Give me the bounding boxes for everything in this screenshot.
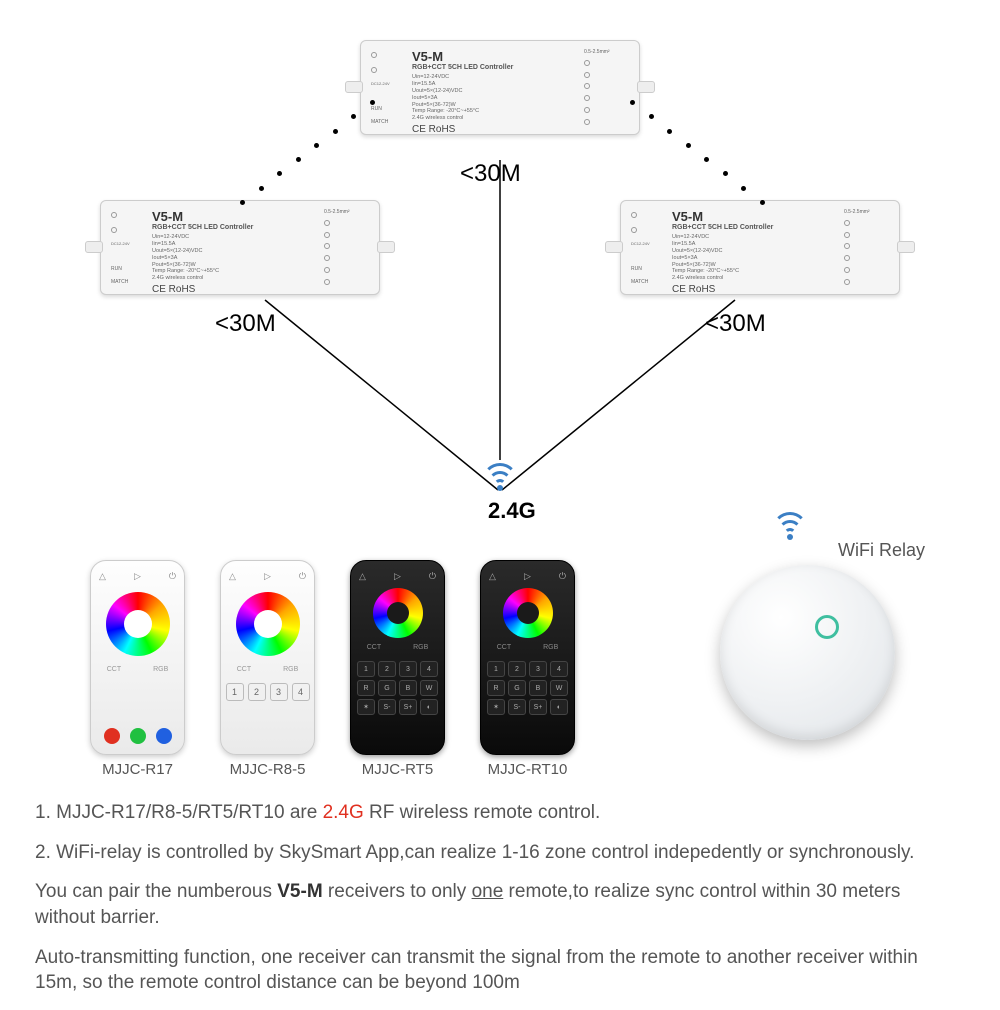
distance-label: <30M (705, 310, 766, 338)
mesh-dot (704, 157, 709, 162)
frequency-label: 2.4G (488, 498, 536, 524)
led-controller: DC12-24V RUNMATCH V5-M RGB+CCT 5CH LED C… (360, 40, 640, 135)
mesh-dot (723, 171, 728, 176)
wifi-icon (482, 463, 518, 491)
text-line-4: Auto-transmitting function, one receiver… (35, 945, 965, 996)
led-controller: DC12-24V RUNMATCH V5-M RGB+CCT 5CH LED C… (100, 200, 380, 295)
mesh-dot (630, 100, 635, 105)
wifi-icon (772, 512, 808, 540)
text-line-3: You can pair the numberous V5-M receiver… (35, 879, 965, 930)
mesh-dot (333, 129, 338, 134)
remotes-row: △▷⏻ CCTRGB MJJC-R17 △▷⏻ CCTRGB 1234MJJC-R… (90, 560, 575, 778)
remote-mjjc-r8-5: △▷⏻ CCTRGB 1234MJJC-R8-5 (220, 560, 315, 778)
wifi-relay: WiFi Relay (720, 540, 895, 740)
remote-label: MJJC-RT5 (362, 761, 433, 778)
mesh-dot (277, 171, 282, 176)
mesh-dot (649, 114, 654, 119)
mesh-dot (240, 200, 245, 205)
text-line-2: 2. WiFi-relay is controlled by SkySmart … (35, 840, 965, 866)
mesh-dot (314, 143, 319, 148)
led-controller: DC12-24V RUNMATCH V5-M RGB+CCT 5CH LED C… (620, 200, 900, 295)
mesh-dot (686, 143, 691, 148)
remote-label: MJJC-R17 (102, 761, 173, 778)
distance-label: <30M (460, 160, 521, 188)
remote-mjjc-r17: △▷⏻ CCTRGB MJJC-R17 (90, 560, 185, 778)
description-text: 1. MJJC-R17/R8-5/RT5/RT10 are 2.4G RF wi… (35, 800, 965, 1010)
mesh-dot (351, 114, 356, 119)
wifi-relay-device (720, 565, 895, 740)
wifi-relay-label: WiFi Relay (838, 540, 925, 561)
mesh-dot (741, 186, 746, 191)
mesh-dot (667, 129, 672, 134)
text-line-1: 1. MJJC-R17/R8-5/RT5/RT10 are 2.4G RF wi… (35, 800, 965, 826)
remote-mjjc-rt10: △▷⏻ CCTRGB 1234 RGBW ✶S-S+◐ MJJC-RT10 (480, 560, 575, 778)
remote-mjjc-rt5: △▷⏻ CCTRGB 1234 RGBW ✶S-S+◐ MJJC-RT5 (350, 560, 445, 778)
mesh-dot (760, 200, 765, 205)
mesh-dot (259, 186, 264, 191)
mesh-dot (296, 157, 301, 162)
remote-label: MJJC-RT10 (488, 761, 568, 778)
remote-label: MJJC-R8-5 (230, 761, 306, 778)
distance-label: <30M (215, 310, 276, 338)
mesh-dot (370, 100, 375, 105)
